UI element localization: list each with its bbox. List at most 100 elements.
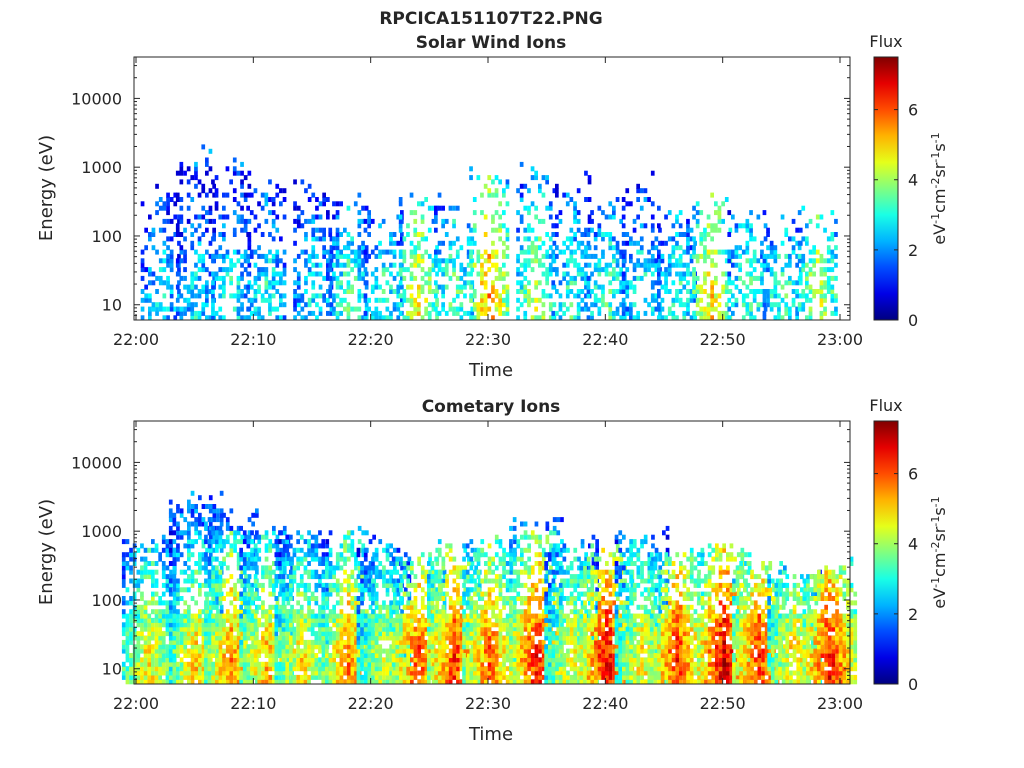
spectrogram-cell <box>136 657 141 663</box>
spectrogram-cell <box>491 240 495 246</box>
spectrogram-cell <box>378 561 383 566</box>
spectrogram-cell <box>232 249 237 255</box>
spectrogram-cell <box>172 582 177 588</box>
spectrogram-cell <box>125 626 130 632</box>
spectrogram-cell <box>409 302 414 308</box>
spectrogram-cell <box>165 613 170 619</box>
spectrogram-cell <box>830 289 835 294</box>
spectrogram-cell <box>168 525 173 531</box>
spectrogram-cell <box>409 271 414 277</box>
spectrogram-cell <box>296 556 300 562</box>
spectrogram-cell <box>343 569 347 575</box>
spectrogram-cell <box>285 591 290 597</box>
spectrogram-cell <box>766 289 770 294</box>
spectrogram-cell <box>168 622 173 628</box>
spectrogram-cell <box>216 648 220 654</box>
spectrogram-cell <box>268 653 273 658</box>
spectrogram-cell <box>207 639 212 645</box>
spectrogram-cell <box>686 271 690 277</box>
spectrogram-cell <box>285 539 290 545</box>
spectrogram-cell <box>363 661 368 667</box>
spectrogram-cell <box>236 565 241 571</box>
spectrogram-cell <box>808 310 813 316</box>
spectrogram-cell <box>650 201 655 207</box>
spectrogram-cell <box>318 644 322 650</box>
spectrogram-cell <box>819 310 824 316</box>
spectrogram-cell <box>326 267 330 273</box>
spectrogram-cell <box>201 674 206 680</box>
spectrogram-cell <box>121 626 126 632</box>
spectrogram-cell <box>229 262 233 268</box>
spectrogram-cell <box>236 644 241 650</box>
spectrogram-cell <box>165 582 170 588</box>
spectrogram-cell <box>151 547 155 553</box>
spectrogram-cell <box>246 609 251 615</box>
spectrogram-cell <box>619 253 623 259</box>
spectrogram-cell <box>211 179 215 185</box>
spectrogram-cell <box>292 631 297 637</box>
spectrogram-cell <box>650 245 655 251</box>
spectrogram-cell <box>692 249 696 255</box>
spectrogram-cell <box>165 574 170 580</box>
spectrogram-cell <box>261 609 265 615</box>
spectrogram-cell <box>480 275 484 281</box>
spectrogram-cell <box>654 236 659 242</box>
spectrogram-cell <box>459 289 464 294</box>
spectrogram-cell <box>190 639 195 645</box>
spectrogram-cell <box>654 280 659 286</box>
spectrogram-cell <box>310 543 315 549</box>
spectrogram-cell <box>371 622 375 628</box>
spectrogram-cell <box>409 240 414 246</box>
spectrogram-cell <box>239 648 243 654</box>
spectrogram-cell <box>289 617 293 623</box>
spectrogram-cell <box>281 661 286 667</box>
spectrogram-cell <box>286 587 291 593</box>
spectrogram-cell <box>619 284 623 290</box>
spectrogram-cell <box>225 578 230 584</box>
spectrogram-cell <box>233 670 237 676</box>
spectrogram-cell <box>272 674 276 680</box>
spectrogram-cell <box>724 284 729 290</box>
spectrogram-cell <box>299 666 304 672</box>
spectrogram-cell <box>545 271 549 277</box>
spectrogram-cell <box>201 205 206 211</box>
spectrogram-cell <box>250 635 254 641</box>
spectrogram-cell <box>587 227 592 233</box>
spectrogram-cell <box>307 552 311 558</box>
spectrogram-cell <box>686 262 690 268</box>
spectrogram-cell <box>222 315 226 321</box>
spectrogram-cell <box>756 302 761 308</box>
spectrogram-cell <box>710 223 714 229</box>
spectrogram-cell <box>760 289 764 294</box>
spectrogram-cell <box>161 613 166 619</box>
spectrogram-cell <box>797 245 802 251</box>
spectrogram-cell <box>360 648 364 654</box>
spectrogram-cell <box>318 626 322 632</box>
cometary-ions-panel: Cometary Ions 22:00 22:10 22:20 22:30 22:40 2… <box>36 396 949 745</box>
spectrogram-cell <box>420 201 425 207</box>
spectrogram-cell <box>222 578 226 584</box>
spectrogram-cell <box>236 639 241 645</box>
spectrogram-cell <box>296 648 300 654</box>
spectrogram-cell <box>328 569 333 575</box>
spectrogram-cell <box>441 289 445 294</box>
spectrogram-cell <box>622 315 627 321</box>
spectrogram-cell <box>385 635 390 641</box>
spectrogram-cell <box>498 179 502 185</box>
spectrogram-cell <box>236 626 241 632</box>
spectrogram-cell <box>268 644 273 650</box>
spectrogram-cell <box>239 639 243 645</box>
spectrogram-cell <box>398 227 403 233</box>
spectrogram-cell <box>268 310 272 316</box>
spectrogram-cell <box>214 201 219 207</box>
spectrogram-cell <box>693 297 697 303</box>
spectrogram-cell <box>239 661 243 667</box>
spectrogram-cell <box>389 631 393 637</box>
spectrogram-cell <box>372 648 376 654</box>
spectrogram-cell <box>253 262 258 268</box>
spectrogram-cell <box>162 267 167 273</box>
spectrogram-cell <box>187 504 191 509</box>
spectrogram-cell <box>121 582 126 588</box>
spectrogram-cell <box>621 306 626 312</box>
spectrogram-cell <box>132 613 137 619</box>
